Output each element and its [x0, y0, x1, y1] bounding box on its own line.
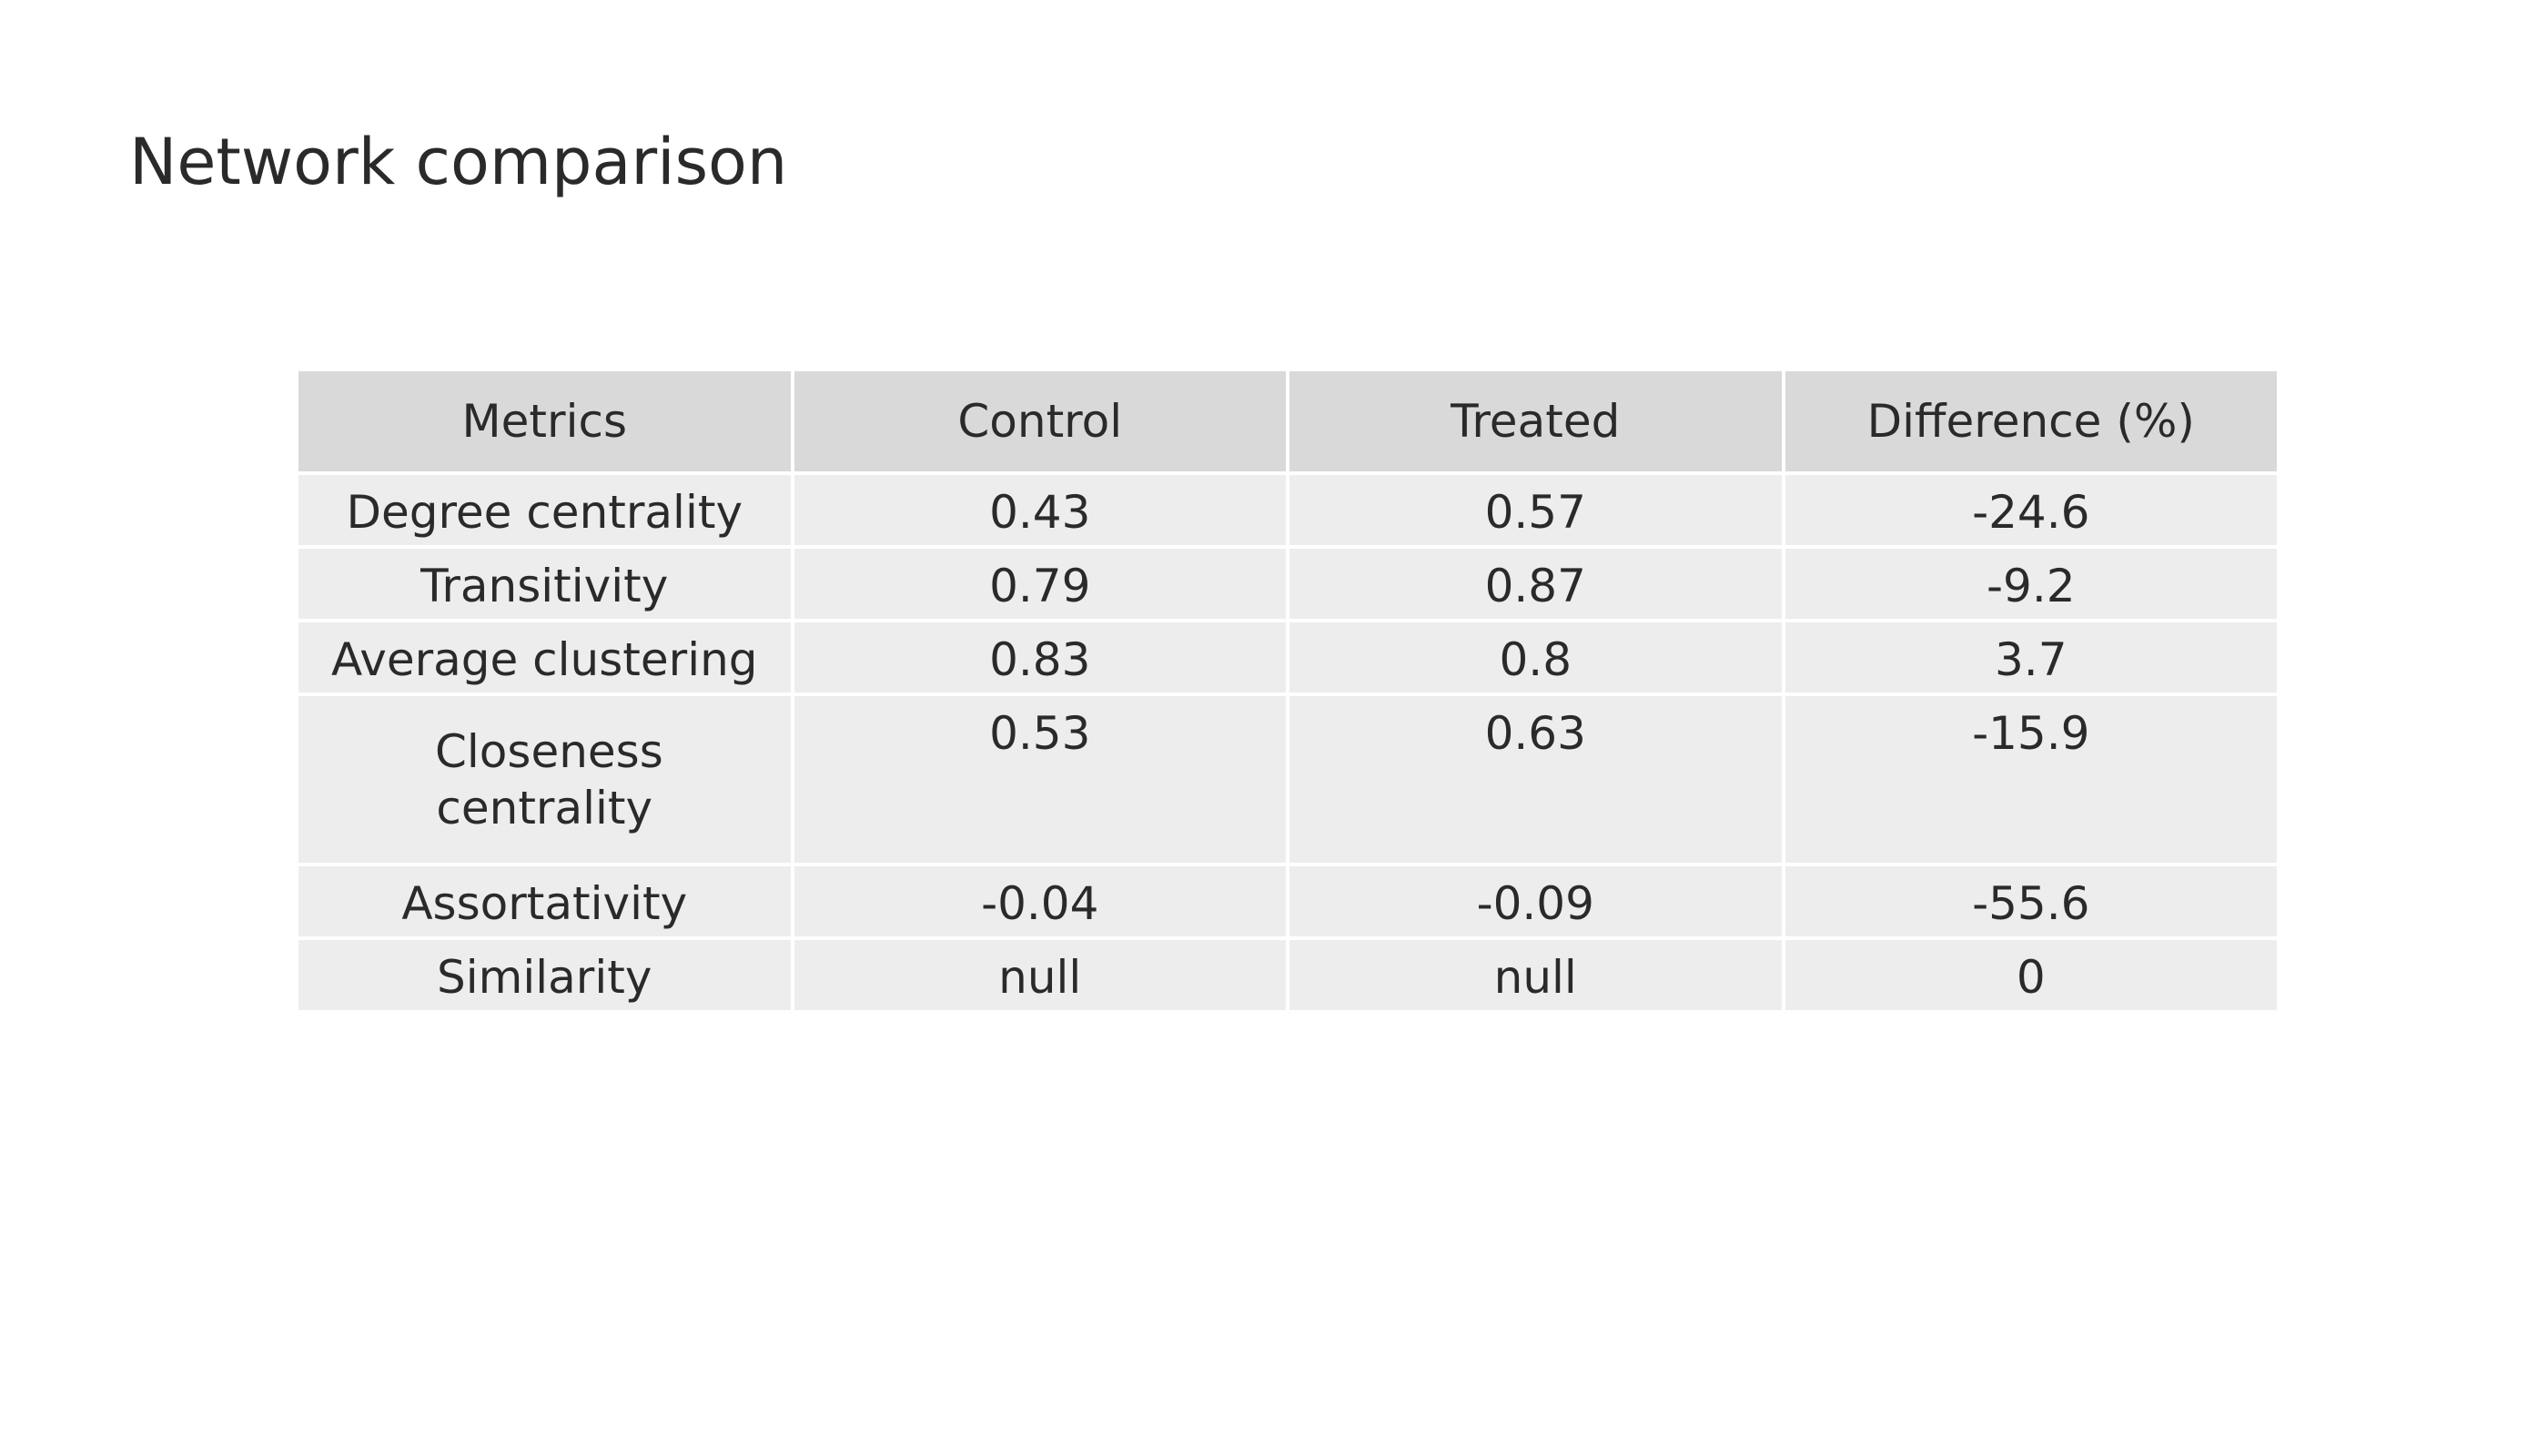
metric-cell: Similarity	[295, 936, 794, 1014]
metric-cell: Closeness centrality	[295, 693, 794, 866]
column-header-difference: Difference (%)	[1781, 368, 2280, 475]
treated-value-cell: 0.87	[1286, 545, 1785, 622]
table-header: Metrics Control Treated Difference (%)	[295, 368, 2280, 475]
difference-value-cell: 3.7	[1781, 619, 2280, 696]
metrics-table-container: Metrics Control Treated Difference (%) D…	[295, 368, 2280, 1014]
difference-value-cell: -55.6	[1781, 863, 2280, 940]
header-row: Metrics Control Treated Difference (%)	[295, 368, 2280, 475]
treated-value-cell: -0.09	[1286, 863, 1785, 940]
table-row: Assortativity -0.04 -0.09 -55.6	[295, 863, 2280, 940]
treated-value-cell: 0.57	[1286, 471, 1785, 549]
control-value-cell: 0.79	[790, 545, 1289, 622]
treated-value-cell: null	[1286, 936, 1785, 1014]
metric-cell: Average clustering	[295, 619, 794, 696]
metrics-table: Metrics Control Treated Difference (%) D…	[295, 368, 2280, 1014]
column-header-control: Control	[790, 368, 1289, 475]
difference-value-cell: 0	[1781, 936, 2280, 1014]
difference-value-cell: -24.6	[1781, 471, 2280, 549]
page-title: Network comparison	[129, 125, 788, 199]
treated-value-cell: 0.8	[1286, 619, 1785, 696]
table-row: Average clustering 0.83 0.8 3.7	[295, 619, 2280, 696]
difference-value-cell: -15.9	[1781, 693, 2280, 866]
metric-cell: Transitivity	[295, 545, 794, 622]
control-value-cell: 0.53	[790, 693, 1289, 866]
metric-cell: Degree centrality	[295, 471, 794, 549]
treated-value-cell: 0.63	[1286, 693, 1785, 866]
column-header-treated: Treated	[1286, 368, 1785, 475]
control-value-cell: 0.43	[790, 471, 1289, 549]
table-body: Degree centrality 0.43 0.57 -24.6 Transitivi…	[295, 471, 2280, 1014]
control-value-cell: 0.83	[790, 619, 1289, 696]
table-row: Degree centrality 0.43 0.57 -24.6	[295, 471, 2280, 549]
table-row: Closeness centrality 0.53 0.63 -15.9	[295, 693, 2280, 866]
control-value-cell: null	[790, 936, 1289, 1014]
metric-cell: Assortativity	[295, 863, 794, 940]
difference-value-cell: -9.2	[1781, 545, 2280, 622]
control-value-cell: -0.04	[790, 863, 1289, 940]
table-row: Transitivity 0.79 0.87 -9.2	[295, 545, 2280, 622]
column-header-metrics: Metrics	[295, 368, 794, 475]
table-row: Similarity null null 0	[295, 936, 2280, 1014]
